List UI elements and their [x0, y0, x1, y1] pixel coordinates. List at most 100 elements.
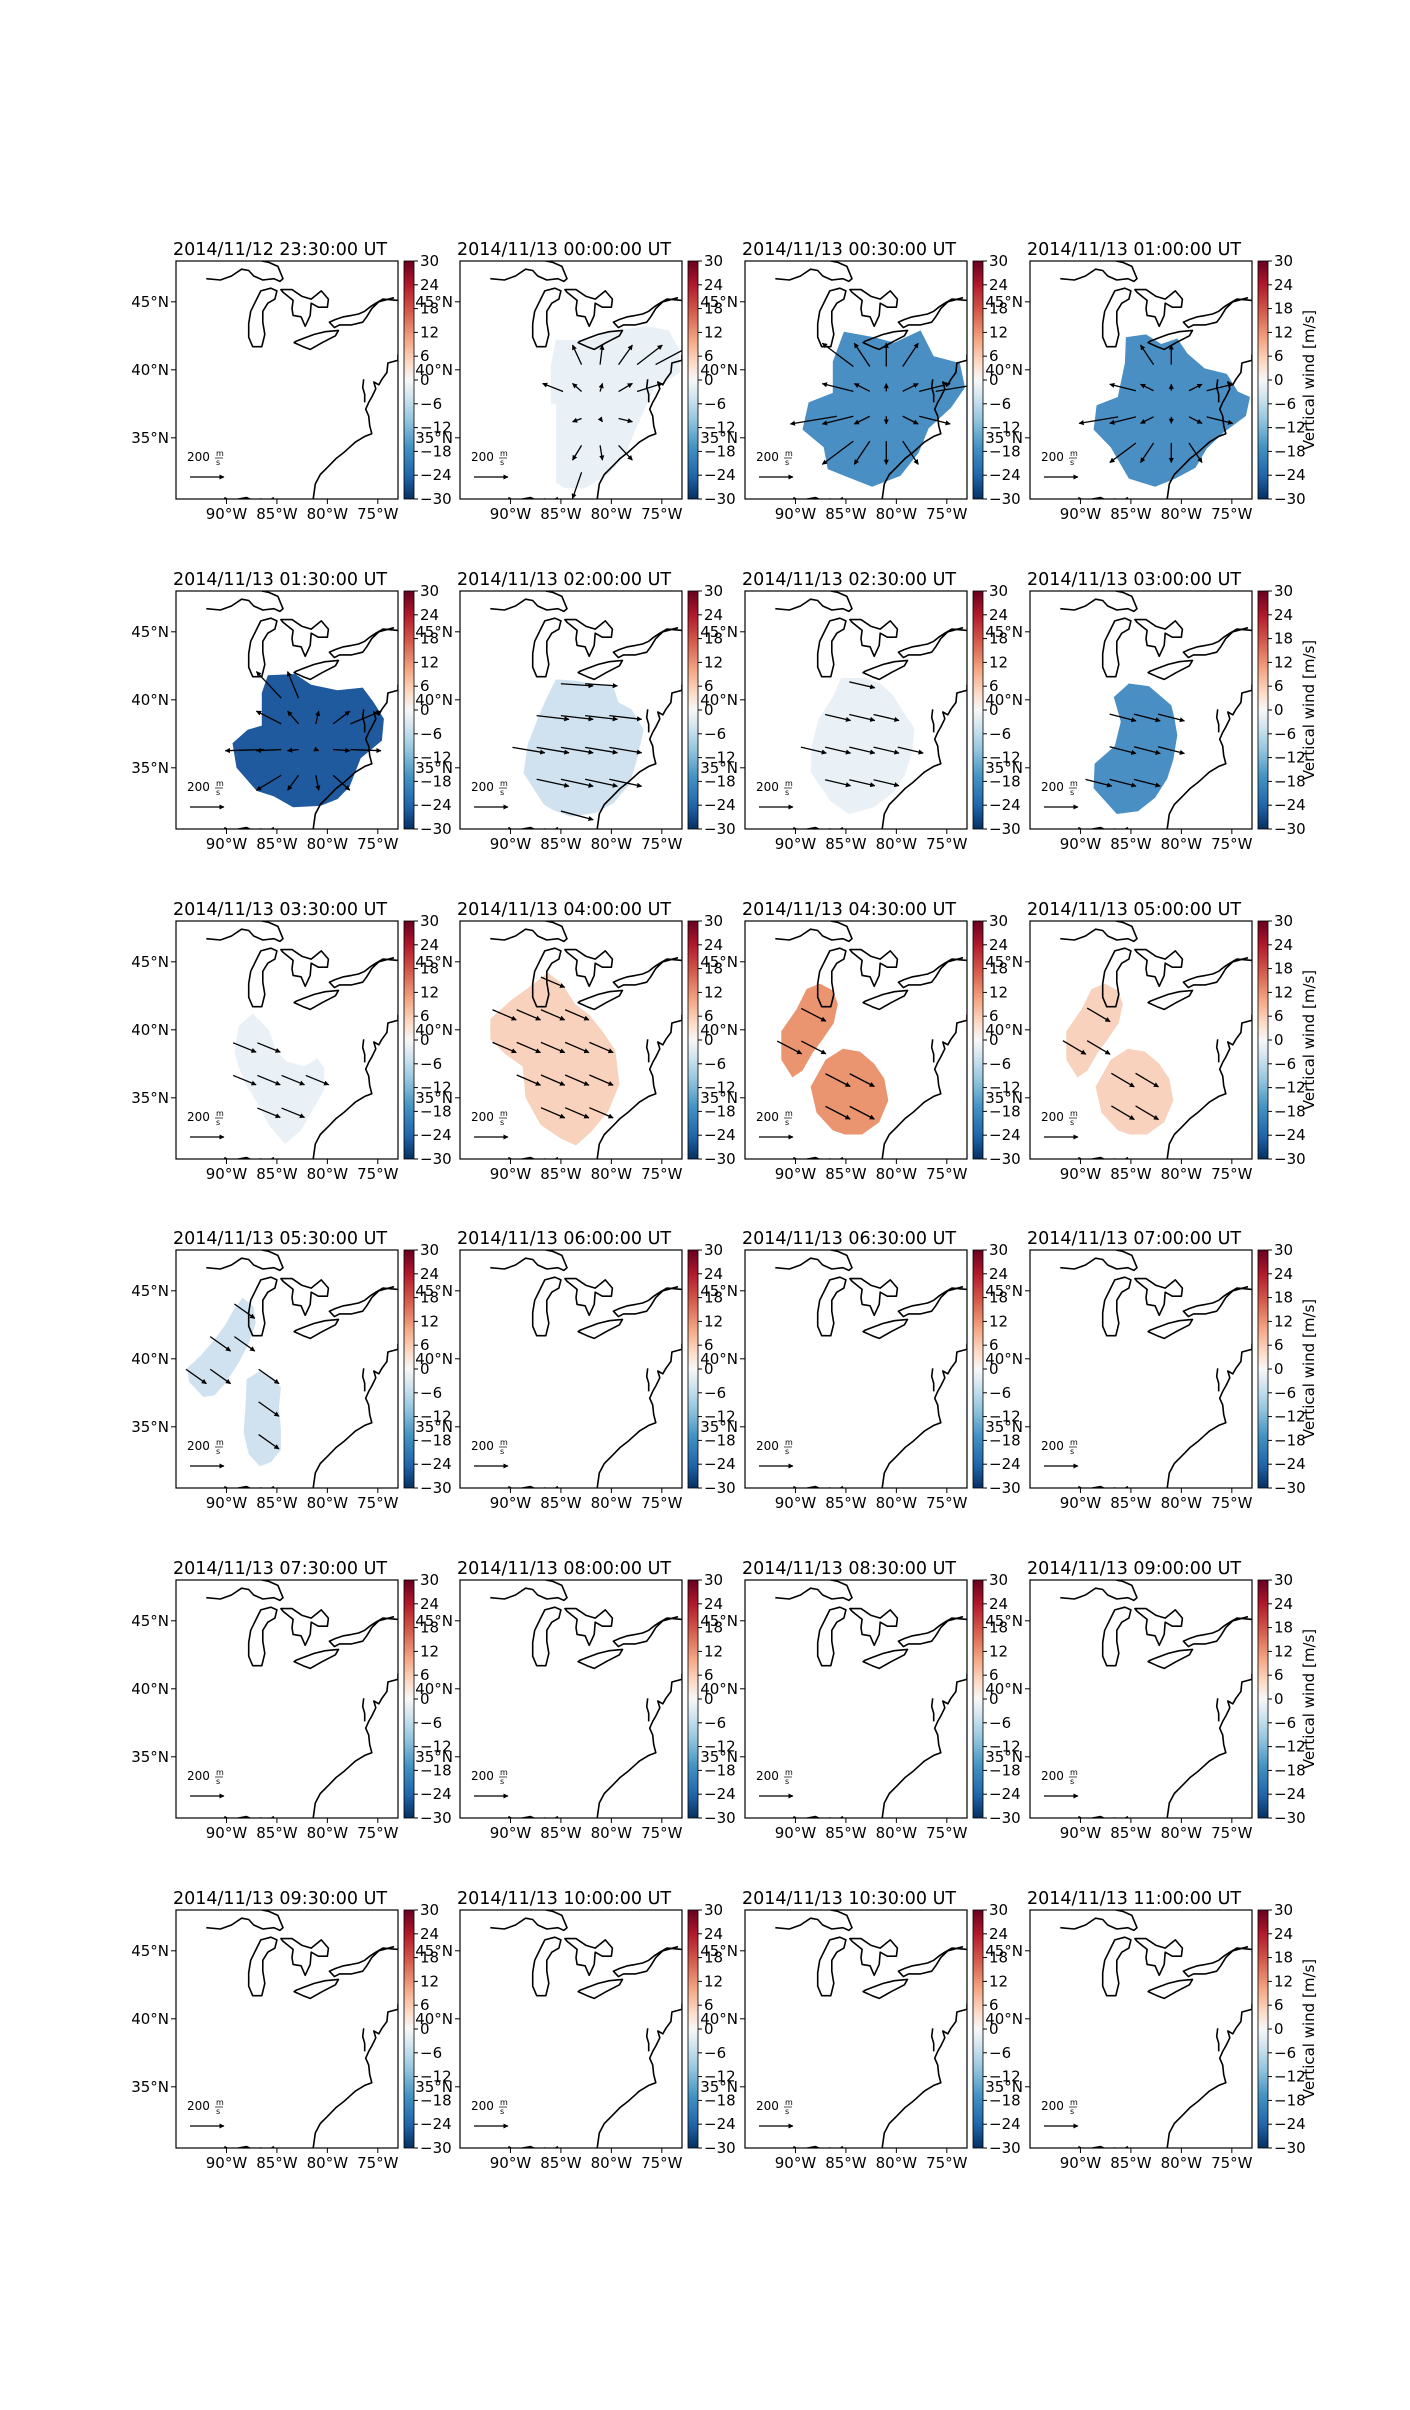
wind-vector — [902, 415, 919, 425]
lat-tick-label: 35°N — [985, 1748, 1023, 1766]
colorbar-tick-label: 24 — [704, 606, 723, 624]
colorbar-tick-label: 24 — [704, 1265, 723, 1283]
coastline — [645, 709, 650, 733]
wind-vector — [1133, 713, 1161, 723]
vertical-wind-region — [232, 674, 384, 808]
lon-tick-label: 75°W — [641, 2154, 683, 2172]
coastline — [490, 1910, 568, 1932]
colorbar: 30 24 18 12 6 0 −6 −12 −18 −24 −30 Vertical wind [m… — [1257, 912, 1318, 1168]
coastline — [490, 591, 568, 613]
colorbar-tick-label: 12 — [1274, 1312, 1293, 1330]
coastline — [897, 296, 967, 329]
coastline — [862, 1648, 909, 1670]
lon-tick-label: 90°W — [775, 835, 817, 853]
wind-vector — [1133, 778, 1161, 788]
colorbar-tick-label: 0 — [1274, 2020, 1284, 2038]
coastline — [206, 921, 284, 943]
coastline — [816, 947, 847, 1008]
colorbar-tick-label: 30 — [989, 1901, 1008, 1919]
scale-label: 200 — [187, 450, 210, 464]
colorbar-tick-label: 12 — [704, 1972, 723, 1990]
colorbar-tick-label: −30 — [989, 1150, 1021, 1168]
colorbar-tick-label: 0 — [420, 701, 430, 719]
wind-vector — [585, 746, 618, 755]
lat-tick-label: 45°N — [131, 953, 169, 971]
lon-tick-label: 75°W — [1211, 835, 1253, 853]
coastline — [577, 989, 624, 1011]
coastline — [280, 288, 330, 328]
panel-title: 2014/11/13 11:00:00 UT — [1027, 1889, 1241, 1909]
scale-unit-den: s — [1070, 788, 1074, 797]
panel-frame — [459, 260, 683, 500]
lon-tick-label: 90°W — [1060, 835, 1102, 853]
colorbar-tick-label: −24 — [420, 1785, 452, 1803]
colorbar-tick-label: −30 — [1274, 490, 1306, 508]
colorbar: 30 24 18 12 6 0 −6 −12 −18 −24 −30 Vertical wind [m… — [1257, 252, 1318, 508]
lon-tick-label: 80°W — [591, 1494, 633, 1512]
colorbar-tick-label: 18 — [989, 300, 1008, 318]
coastline — [1182, 956, 1252, 989]
colorbar-tick-label: 0 — [704, 1031, 714, 1049]
colorbar-tick-label: −30 — [420, 490, 452, 508]
lon-tick-label: 75°W — [357, 1165, 399, 1183]
scale-label: 200 — [1041, 2099, 1064, 2113]
lat-tick-label: 40°N — [415, 361, 453, 379]
colorbar-tick-label: −30 — [704, 1150, 736, 1168]
coastline — [206, 591, 284, 613]
scale-label: 200 — [756, 2099, 779, 2113]
colorbar-tick-label: 18 — [704, 1949, 723, 1967]
lon-tick-label: 85°W — [256, 1165, 298, 1183]
coastline — [507, 826, 559, 829]
colorbar: 30 24 18 12 6 0 −6 −12 −18 −24 −30 — [687, 1241, 736, 1497]
colorbar-tick-label: −12 — [704, 419, 736, 437]
colorbar-tick-label: 18 — [1274, 300, 1293, 318]
coastline — [862, 329, 909, 351]
colorbar-tick-label: −12 — [1274, 419, 1306, 437]
colorbar-tick-label: −24 — [989, 466, 1021, 484]
colorbar-tick-label: 0 — [704, 2020, 714, 2038]
coastline — [792, 826, 844, 829]
coastline — [775, 591, 853, 613]
lat-tick-label: 45°N — [700, 953, 738, 971]
coastline — [361, 2028, 366, 2052]
coastline — [1166, 1014, 1252, 1159]
lat-tick-label: 35°N — [985, 1418, 1023, 1436]
wind-vector — [286, 671, 300, 699]
map-panel: 2014/11/13 06:00:00 UT 200 ms 45°N 40°N 35°N 9… — [415, 1229, 735, 1512]
panel-frame — [175, 1579, 399, 1819]
map-panel: 2014/11/13 02:00:00 UT 200 ms 45°N 40°N 35°N 9… — [415, 570, 735, 853]
coastline — [507, 1815, 559, 1818]
scale-label: 200 — [756, 1439, 779, 1453]
colorbar-tick-label: 12 — [420, 323, 439, 341]
colorbar-tick-label: 12 — [989, 323, 1008, 341]
scale-unit-num: m — [216, 1109, 224, 1118]
scale-unit-den: s — [785, 1447, 789, 1456]
colorbar-tick-label: −6 — [989, 1714, 1011, 1732]
coastline — [328, 1285, 398, 1318]
scale-unit-den: s — [216, 458, 220, 467]
panel-frame — [1029, 920, 1253, 1160]
colorbar-tick-label: 24 — [989, 1925, 1008, 1943]
coastline — [223, 1815, 275, 1818]
panel-frame — [1029, 260, 1253, 500]
wind-vector — [824, 713, 852, 722]
coastline — [312, 1014, 398, 1159]
colorbar-tick-label: 6 — [420, 677, 430, 695]
colorbar-tick-label: 24 — [704, 1595, 723, 1613]
map-panel: 2014/11/13 03:30:00 UT 200 ms 45°N 40°N 35°N 9… — [131, 900, 451, 1183]
colorbar-tick-label: −18 — [704, 2091, 736, 2109]
wind-vector — [536, 778, 570, 788]
wind-vector — [849, 1073, 875, 1088]
lon-tick-label: 75°W — [641, 1165, 683, 1183]
coastline — [577, 1648, 624, 1670]
wind-vector — [315, 775, 321, 791]
coastline — [1060, 1250, 1138, 1272]
panel-frame — [459, 1909, 683, 2149]
wind-vector — [234, 1303, 256, 1319]
colorbar-tick-label: 6 — [1274, 1996, 1284, 2014]
coastline — [1077, 1485, 1129, 1488]
lat-tick-label: 45°N — [985, 623, 1023, 641]
scale-unit-num: m — [1070, 779, 1078, 788]
colorbar-tick-label: −12 — [420, 1408, 452, 1426]
lon-tick-label: 85°W — [540, 2154, 582, 2172]
